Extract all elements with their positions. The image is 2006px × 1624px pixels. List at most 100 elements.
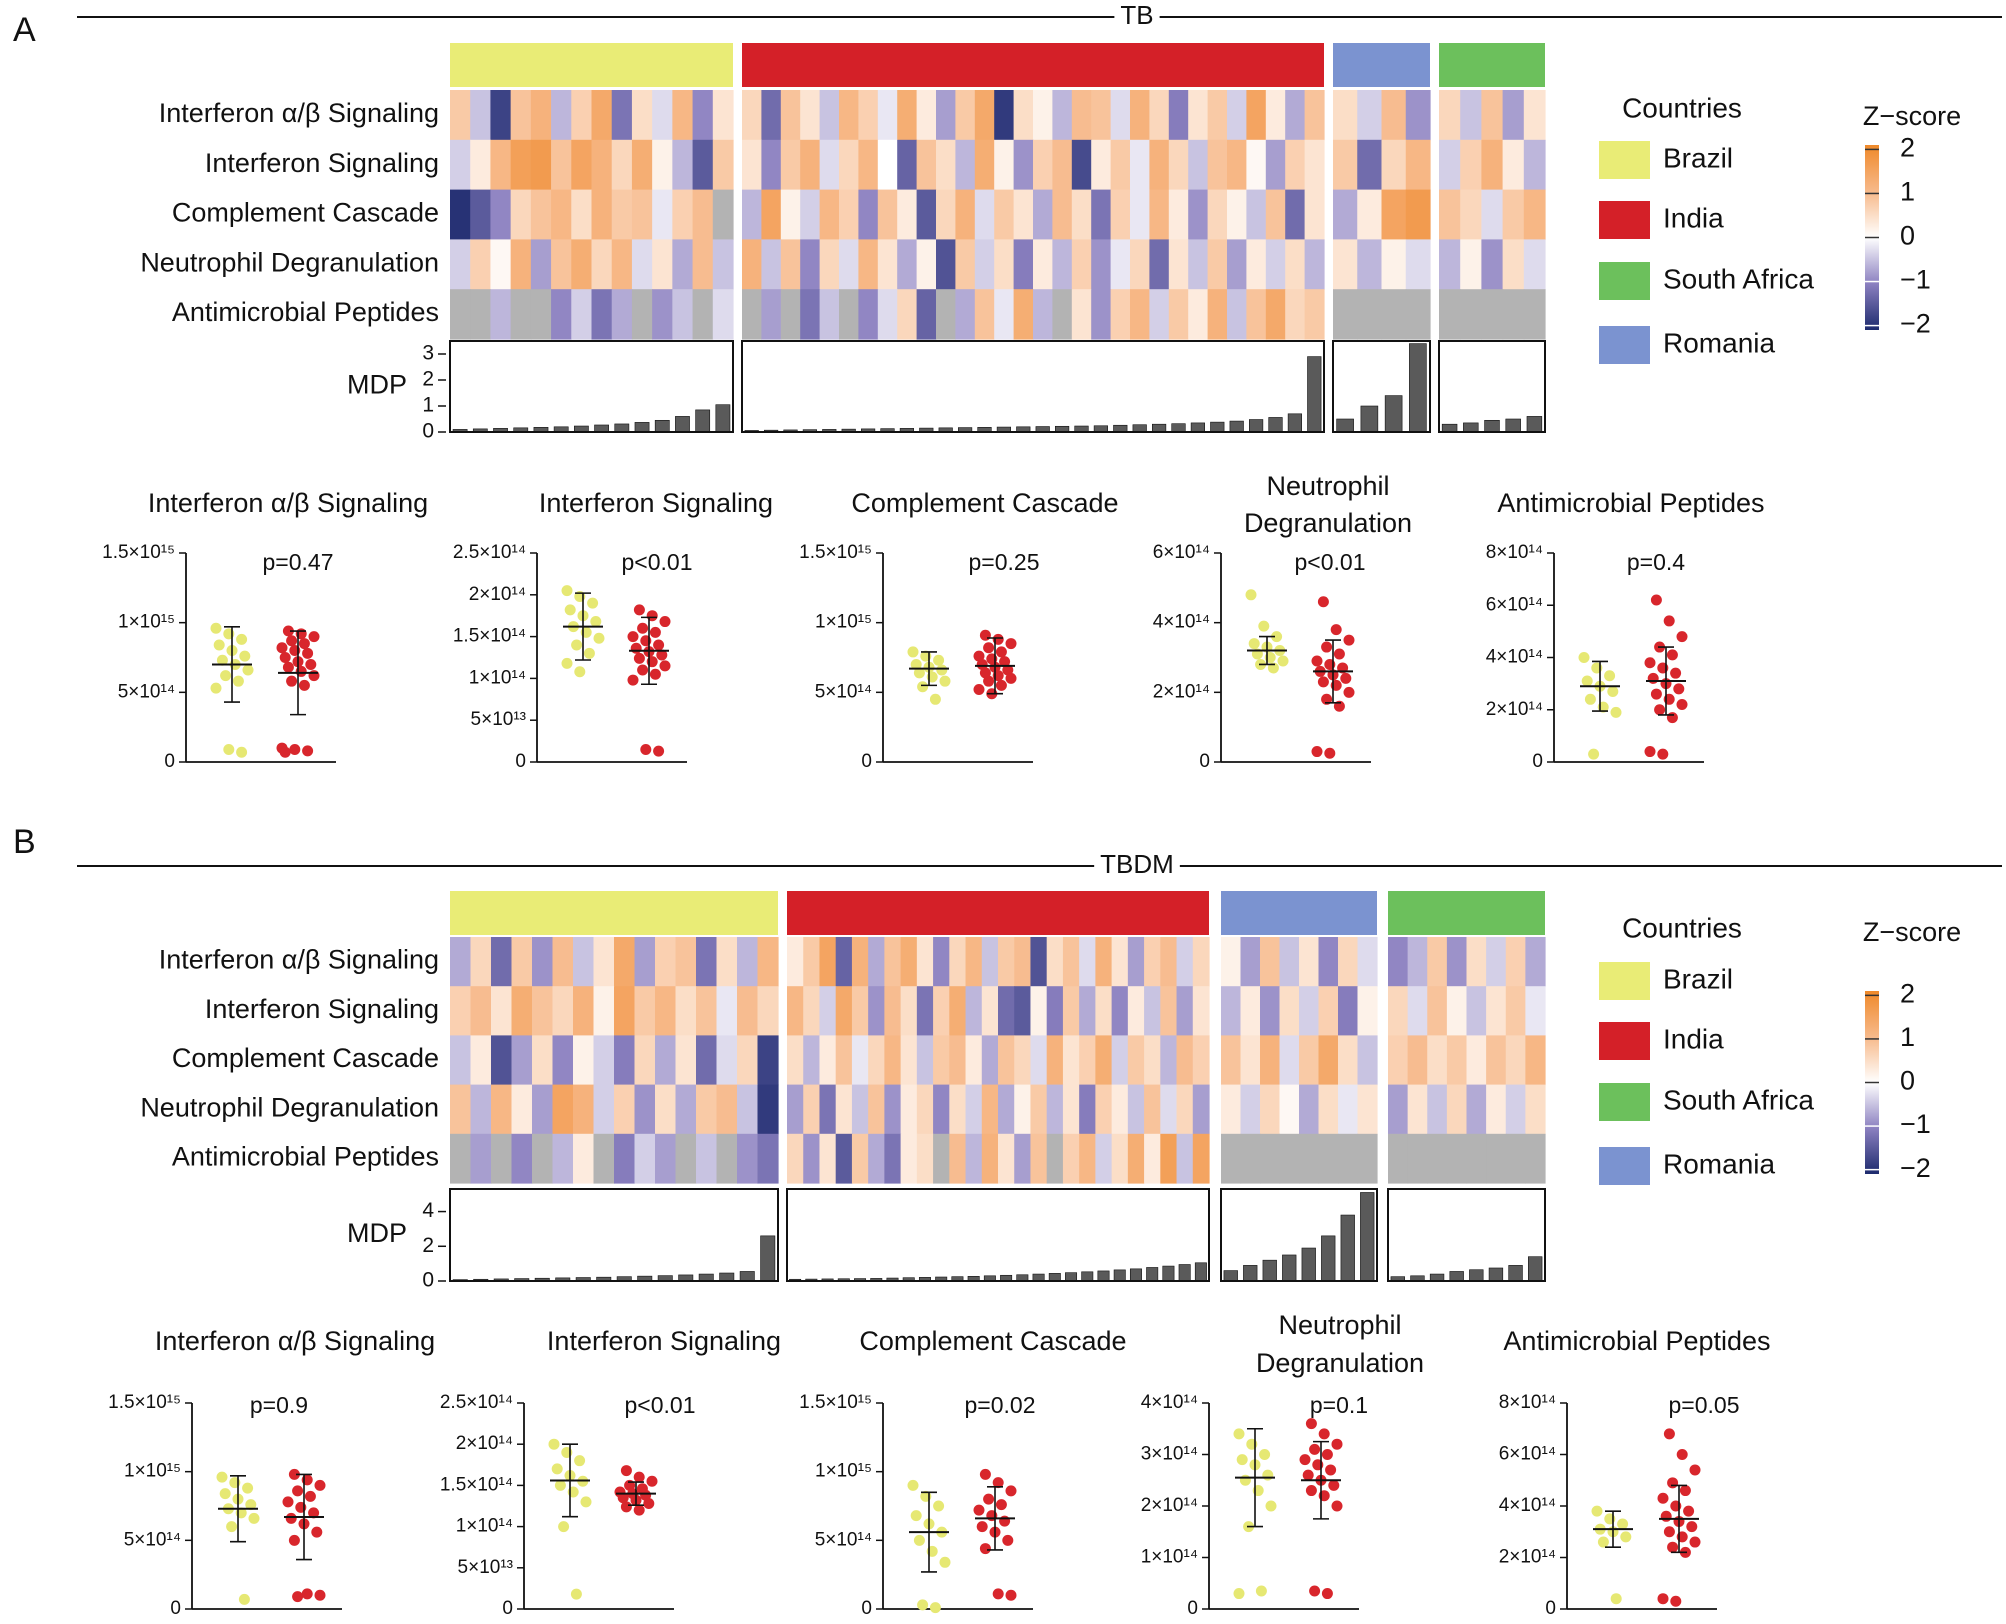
legend-swatch (1599, 326, 1650, 364)
heatmap-cell (1188, 90, 1209, 141)
heatmap-cell (450, 139, 471, 191)
y-tick-label: 5×10¹⁴ (815, 681, 872, 702)
heatmap-cell (530, 90, 552, 141)
heatmap-cell (552, 937, 574, 987)
missing-cell (712, 189, 734, 240)
heatmap-cell (510, 239, 532, 290)
mdp-bar (1321, 1235, 1336, 1282)
mdp-bar (1384, 395, 1403, 433)
heatmap-cell (1033, 189, 1053, 240)
data-point (976, 658, 988, 670)
heatmap-cell (591, 90, 613, 141)
colorbar-tick-label: 1 (1900, 1022, 1915, 1052)
heatmap-cell (510, 189, 532, 240)
data-point (1309, 1585, 1321, 1597)
heatmap-cell (1207, 189, 1228, 240)
data-point (653, 639, 665, 651)
heatmap-cell (761, 139, 782, 191)
heatmap-cell (1144, 937, 1161, 987)
group-header (1388, 891, 1545, 935)
heatmap-cell (900, 1035, 918, 1086)
mdp-bar (1065, 1272, 1078, 1282)
y-tick-label: 0 (861, 751, 872, 772)
heatmap-cell (510, 139, 532, 191)
y-tick-label: 1×10¹⁵ (815, 612, 872, 633)
heatmap-cell (655, 937, 677, 987)
heatmap-cell (780, 90, 801, 141)
heatmap-cell (1207, 239, 1228, 290)
row-label: Antimicrobial Peptides (172, 297, 439, 327)
heatmap-cell (1176, 1084, 1194, 1135)
heatmap-cell (1144, 1084, 1161, 1135)
mdp-tick-label: 3 (422, 342, 434, 365)
data-point (1607, 685, 1619, 697)
mdp-bar (1429, 1273, 1445, 1282)
heatmap-cell (712, 289, 734, 340)
data-point (1262, 1469, 1274, 1481)
p-value: p=0.1 (1310, 1392, 1368, 1418)
mdp-bar (739, 1271, 755, 1282)
heatmap-cell (450, 189, 471, 240)
heatmap-cell (571, 239, 593, 290)
data-point (973, 684, 985, 696)
mdp-bar (1526, 416, 1543, 433)
y-tick-label: 0 (170, 1598, 181, 1619)
missing-cell (593, 1133, 615, 1184)
data-point (1325, 1464, 1337, 1476)
heatmap-cell (1525, 937, 1546, 987)
heatmap-cell (1111, 937, 1129, 987)
heatmap-cell (819, 1133, 837, 1184)
plot-title: Interferon Signaling (539, 488, 773, 518)
mdp-bar (1146, 1267, 1159, 1282)
legend-swatch (1599, 141, 1650, 179)
data-point (1331, 1438, 1343, 1450)
heatmap-cell (761, 189, 782, 240)
data-point (226, 1521, 238, 1533)
heatmap-cell (1062, 986, 1080, 1036)
data-point (1683, 1505, 1695, 1517)
heatmap-cell (1227, 239, 1247, 290)
mdp-bar (1484, 419, 1500, 433)
heatmap-cell (692, 139, 714, 191)
data-point (913, 667, 925, 679)
missing-cell (491, 1133, 513, 1184)
heatmap-cell (1207, 90, 1228, 141)
heatmap-cell (491, 1084, 513, 1135)
mdp-tick-label: 1 (422, 394, 434, 417)
data-point (627, 631, 639, 643)
y-tick-label: 5×10¹⁴ (124, 1529, 181, 1550)
heatmap-cell (1188, 289, 1209, 340)
missing-cell (839, 289, 859, 340)
title-background (1094, 848, 1180, 879)
heatmap-cell (803, 1035, 821, 1086)
heatmap-cell (916, 139, 937, 191)
heatmap-cell (868, 1084, 885, 1135)
data-point (1328, 1479, 1340, 1491)
data-point (1005, 1589, 1017, 1601)
heatmap-cell (1111, 986, 1129, 1036)
mdp-bar (1449, 1271, 1464, 1282)
data-point (633, 652, 645, 664)
heatmap-cell (655, 1035, 677, 1086)
heatmap-cell (652, 189, 673, 240)
heatmap-cell (916, 239, 937, 290)
data-point (1255, 1585, 1267, 1597)
heatmap-cell (1460, 90, 1482, 141)
data-point (936, 664, 948, 676)
mdp-tick-label: 4 (422, 1199, 434, 1222)
missing-cell (1046, 1133, 1064, 1184)
p-value: p=0.02 (965, 1392, 1036, 1418)
heatmap-cell (450, 1084, 472, 1135)
heatmap-cell (672, 189, 694, 240)
heatmap-cell (877, 289, 898, 340)
y-tick-label: 1.5×10¹⁵ (108, 1392, 181, 1413)
data-point (285, 1512, 297, 1524)
missing-cell (450, 289, 471, 340)
heatmap-cell (1110, 139, 1131, 191)
heatmap-cell (593, 1035, 615, 1086)
heatmap-cell (1014, 1035, 1032, 1086)
heatmap-cell (593, 1084, 615, 1135)
heatmap-cell (1160, 986, 1178, 1036)
heatmap-cell (851, 1084, 869, 1135)
